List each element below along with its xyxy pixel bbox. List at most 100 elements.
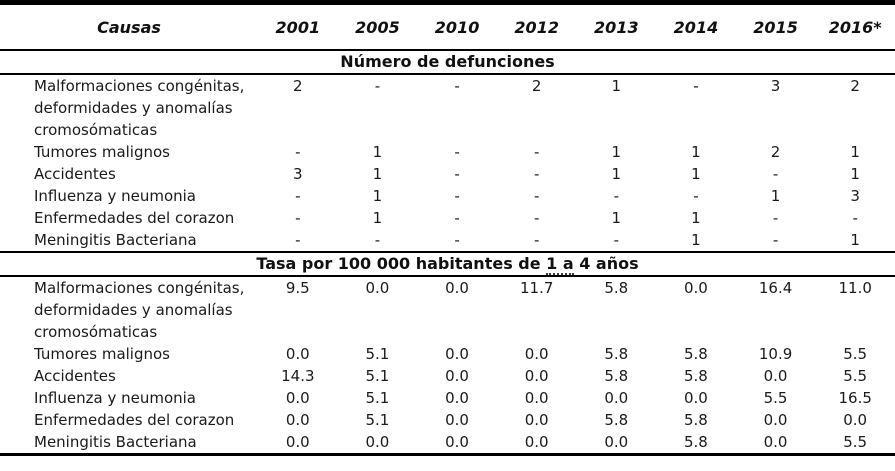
table-row: Influenza y neumonia - 1 - - - - 1 3 bbox=[0, 185, 895, 207]
value-cell: 0.0 bbox=[445, 367, 469, 385]
value-cell: 1 bbox=[611, 209, 622, 227]
value-cell: - bbox=[454, 209, 460, 227]
value-cell: 10.9 bbox=[758, 345, 793, 363]
value-cell: 0.0 bbox=[524, 433, 549, 451]
value-cell: 5.5 bbox=[843, 345, 868, 363]
cause-cell: Accidentes bbox=[34, 165, 116, 183]
value-cell: 0.0 bbox=[285, 389, 310, 407]
value-cell: - bbox=[533, 143, 540, 161]
value-cell: 2 bbox=[293, 77, 303, 95]
value-cell: 0.0 bbox=[445, 433, 469, 451]
table-row: Meningitis Bacteriana - - - - - 1 - 1 bbox=[0, 229, 895, 252]
value-cell: 0.0 bbox=[445, 411, 469, 429]
value-cell: - bbox=[454, 187, 460, 205]
value-cell: 0.0 bbox=[843, 411, 868, 429]
value-cell: - bbox=[533, 209, 540, 227]
section-title: Tasa por 100 000 habitantes de 1 a 4 año… bbox=[0, 251, 895, 277]
value-cell: - bbox=[454, 143, 460, 161]
column-header-causas: Causas bbox=[0, 2, 258, 51]
value-cell: 1 bbox=[372, 165, 383, 183]
value-cell: 0.0 bbox=[763, 367, 788, 385]
value-cell: 0.0 bbox=[445, 345, 469, 363]
value-cell: 5.1 bbox=[365, 411, 390, 429]
value-cell: - bbox=[693, 77, 699, 95]
value-cell: 0.0 bbox=[285, 411, 310, 429]
column-header-year: 2013 bbox=[576, 2, 657, 51]
table-row: Influenza y neumonia 0.0 5.1 0.0 0.0 0.0 0.0 5.… bbox=[0, 387, 895, 409]
cause-cell: Malformaciones congénitas, deformidades … bbox=[34, 77, 245, 139]
column-header-year: 2005 bbox=[337, 2, 418, 51]
value-cell: - bbox=[295, 209, 301, 227]
value-cell: - bbox=[772, 165, 779, 183]
value-cell: - bbox=[295, 187, 301, 205]
table-row: Enfermedades del corazon - 1 - - 1 1 - - bbox=[0, 207, 895, 229]
cause-cell: Tumores malignos bbox=[34, 143, 170, 161]
section-header-row: Tasa por 100 000 habitantes de 1 a 4 año… bbox=[0, 251, 895, 277]
value-cell: 0.0 bbox=[285, 433, 310, 451]
value-cell: 0.0 bbox=[763, 433, 788, 451]
cause-cell: Accidentes bbox=[34, 367, 116, 385]
value-cell: 1 bbox=[611, 77, 622, 95]
section-title: Número de defunciones bbox=[0, 49, 895, 75]
value-cell: 9.5 bbox=[285, 279, 310, 297]
cause-cell: Meningitis Bacteriana bbox=[34, 231, 197, 249]
cause-cell: Enfermedades del corazon bbox=[34, 209, 235, 227]
value-cell: - bbox=[295, 143, 301, 161]
table-row: Accidentes 3 1 - - 1 1 - 1 bbox=[0, 163, 895, 185]
value-cell: 5.8 bbox=[684, 411, 708, 429]
value-cell: - bbox=[454, 165, 460, 183]
value-cell: 2 bbox=[850, 77, 860, 95]
table-row: Accidentes 14.3 5.1 0.0 0.0 5.8 5.8 0.0 5.5 bbox=[0, 365, 895, 387]
value-cell: 5.5 bbox=[763, 389, 788, 407]
value-cell: 5.1 bbox=[365, 367, 390, 385]
column-header-year: 2012 bbox=[496, 2, 577, 51]
value-cell: 5.1 bbox=[365, 389, 390, 407]
value-cell: - bbox=[533, 231, 540, 249]
value-cell: 5.8 bbox=[604, 279, 629, 297]
value-cell: 5.8 bbox=[604, 367, 629, 385]
column-header-year: 2001 bbox=[258, 2, 338, 51]
column-header-year: 2016* bbox=[815, 2, 895, 51]
cause-cell: Meningitis Bacteriana bbox=[34, 433, 197, 451]
value-cell: 0.0 bbox=[365, 433, 390, 451]
value-cell: 0.0 bbox=[524, 389, 549, 407]
value-cell: 1 bbox=[691, 143, 701, 161]
value-cell: - bbox=[454, 231, 460, 249]
column-header-year: 2010 bbox=[417, 2, 497, 51]
value-cell: 1 bbox=[372, 187, 383, 205]
cause-cell: Influenza y neumonia bbox=[34, 389, 196, 407]
table-body: Número de defunciones Malformaciones cong… bbox=[0, 49, 895, 455]
table-row: Tumores malignos - 1 - - 1 1 2 1 bbox=[0, 141, 895, 163]
section-title-underlined: 1 a bbox=[546, 254, 574, 275]
value-cell: 1 bbox=[372, 143, 383, 161]
value-cell: 5.8 bbox=[684, 367, 708, 385]
value-cell: - bbox=[772, 209, 779, 227]
value-cell: 1 bbox=[611, 143, 622, 161]
value-cell: 1 bbox=[691, 209, 701, 227]
value-cell: 1 bbox=[372, 209, 383, 227]
value-cell: 1 bbox=[691, 165, 701, 183]
table-row: Malformaciones congénitas, deformidades … bbox=[0, 276, 895, 343]
value-cell: 1 bbox=[850, 231, 860, 249]
value-cell: 16.4 bbox=[758, 279, 793, 297]
value-cell: - bbox=[374, 231, 381, 249]
table-row: Enfermedades del corazon 0.0 5.1 0.0 0.0 5.8 5… bbox=[0, 409, 895, 431]
value-cell: 3 bbox=[293, 165, 303, 183]
column-header-year: 2014 bbox=[656, 2, 736, 51]
value-cell: 5.5 bbox=[843, 367, 868, 385]
value-cell: 16.5 bbox=[838, 389, 872, 407]
header-row: Causas 2001 2005 2010 2012 2013 2014 2015 2016* bbox=[0, 2, 895, 51]
table-row: Meningitis Bacteriana 0.0 0.0 0.0 0.0 0.0 5.8 0… bbox=[0, 431, 895, 455]
value-cell: - bbox=[613, 231, 620, 249]
cause-cell: Enfermedades del corazon bbox=[34, 411, 235, 429]
value-cell: 0.0 bbox=[285, 345, 310, 363]
value-cell: 0.0 bbox=[445, 279, 469, 297]
value-cell: 0.0 bbox=[524, 367, 549, 385]
value-cell: - bbox=[454, 77, 460, 95]
value-cell: 0.0 bbox=[604, 433, 629, 451]
value-cell: 5.5 bbox=[843, 433, 868, 451]
value-cell: 5.8 bbox=[604, 411, 629, 429]
value-cell: 1 bbox=[770, 187, 781, 205]
cause-cell: Malformaciones congénitas, deformidades … bbox=[34, 279, 245, 341]
value-cell: 0.0 bbox=[684, 389, 708, 407]
